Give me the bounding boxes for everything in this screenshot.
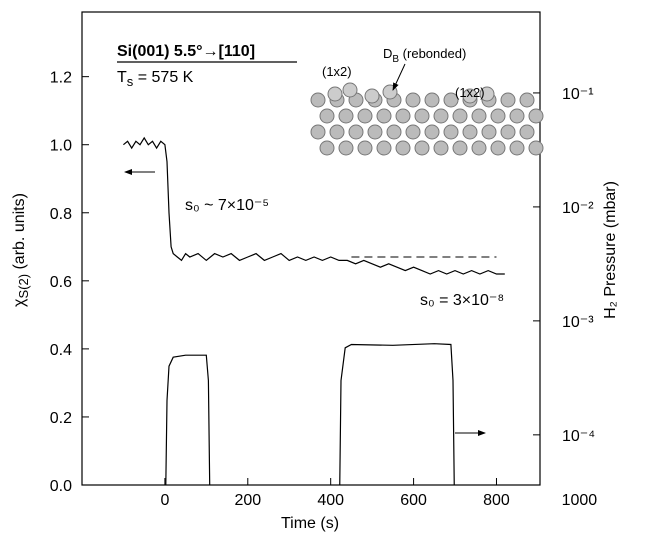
atom [319,140,335,156]
y2-tick-label: 10⁻³ [562,314,594,331]
x-tick-label: 600 [400,492,427,509]
atom [519,92,535,108]
atom [490,140,506,156]
atom [471,108,487,124]
x-tick-label: 800 [483,492,510,509]
chart-title: Si(001) 5.5°→[110] [117,43,255,60]
annotation: s₀ ~ 7×10⁻⁵ [185,197,269,214]
atom [490,108,506,124]
data-line [123,136,505,275]
atom [327,86,343,102]
x-tick-label: 400 [317,492,344,509]
x-tick-label: 0 [160,492,169,509]
atom [405,92,421,108]
atom [414,108,430,124]
inset-label: (1x2) [455,85,485,100]
y-tick-label: 0.4 [50,342,72,359]
y-tick-label: 0.0 [50,478,72,495]
atom [509,140,525,156]
inset-label: (1x2) [322,64,352,79]
atom [338,140,354,156]
atom [382,84,398,100]
atom [519,124,535,140]
y-tick-label: 0.8 [50,206,72,223]
y-tick-label: 0.2 [50,410,72,427]
inset-structure [310,82,544,156]
inset-label: DB (rebonded) [383,46,466,65]
y2-tick-label: 10⁻² [562,200,594,217]
atom [329,124,345,140]
y2-tick-label: 10⁻¹ [562,86,594,103]
y-tick-label: 1.2 [50,70,72,87]
atom [481,124,497,140]
atom [405,124,421,140]
atom [342,82,358,98]
atom [310,92,326,108]
inset-arrow [392,63,406,91]
x-tick-label: 1000 [562,492,598,509]
atom [500,92,516,108]
x-axis-label: Time (s) [281,515,339,532]
atom [364,88,380,104]
atom [452,140,468,156]
atom [528,140,544,156]
y2-tick-label: 10⁻⁴ [562,428,595,445]
atom [357,108,373,124]
y-tick-label: 0.6 [50,274,72,291]
atom [443,92,459,108]
annotation: s₀ = 3×10⁻⁸ [420,292,504,309]
atom [348,124,364,140]
atom [414,140,430,156]
atom [395,140,411,156]
plot-frame [81,11,541,486]
atom [433,140,449,156]
atom [386,124,402,140]
atom [462,124,478,140]
temperature-label: Ts = 575 K [117,69,194,89]
atom [462,88,478,104]
atom [500,124,516,140]
atom [319,108,335,124]
y-axis-label: χS(2) (arb. units) [11,193,31,307]
y2-axis-label: H₂ Pressure (mbar) [602,181,619,319]
atom [376,108,392,124]
atom [357,140,373,156]
atom [509,108,525,124]
atom [452,108,468,124]
x-tick-label: 200 [234,492,261,509]
y-tick-label: 1.0 [50,138,72,155]
atom [376,140,392,156]
atom [424,124,440,140]
atom [395,108,411,124]
atom [424,92,440,108]
atom [479,86,495,102]
atom [367,124,383,140]
atom [338,108,354,124]
atom [433,108,449,124]
atom [310,124,326,140]
atom [443,124,459,140]
atom [471,140,487,156]
data-line [165,343,455,485]
atom [528,108,544,124]
